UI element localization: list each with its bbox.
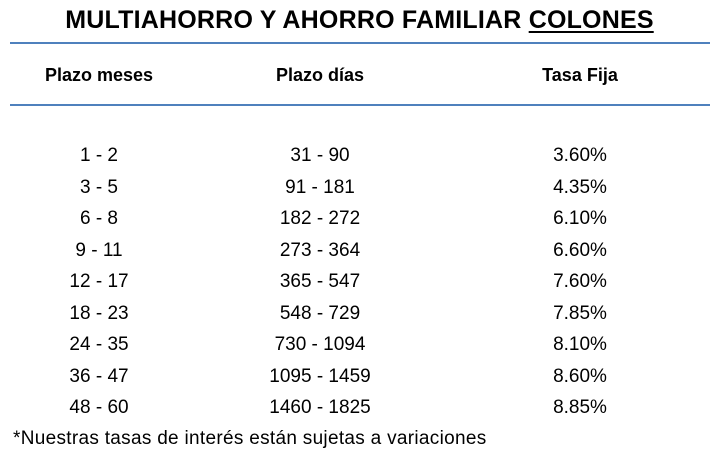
cell-plazo-dias: 182 - 272 <box>279 208 361 229</box>
cell-tasa-fija: 8.10% <box>553 334 607 355</box>
header-plazo-dias: Plazo días <box>275 65 365 85</box>
cell-tasa-fija: 6.60% <box>553 239 607 261</box>
cell-plazo-dias: 273 - 364 <box>279 239 361 261</box>
cell-plazo-dias: 365 - 547 <box>279 271 361 292</box>
cell-tasa-fija: 7.60% <box>553 271 607 292</box>
table-row: 3 - 5 91 - 181 4.35% <box>0 176 719 208</box>
cell-plazo-meses: 3 - 5 <box>79 176 119 198</box>
table-row: 48 - 60 1460 - 1825 8.85% <box>0 396 719 428</box>
cell-plazo-dias: 91 - 181 <box>285 176 355 198</box>
cell-plazo-dias: 1460 - 1825 <box>269 397 371 418</box>
cell-plazo-dias: 1095 - 1459 <box>269 365 371 387</box>
cell-plazo-dias: 31 - 90 <box>290 145 350 166</box>
page-title: MULTIAHORRO Y AHORRO FAMILIAR COLONES <box>0 6 719 35</box>
header-divider <box>10 104 710 106</box>
table-row: 36 - 47 1095 - 1459 8.60% <box>0 365 719 397</box>
cell-tasa-fija: 8.60% <box>553 365 607 387</box>
cell-plazo-dias: 730 - 1094 <box>274 334 366 355</box>
cell-tasa-fija: 4.35% <box>553 176 607 198</box>
top-divider <box>10 42 710 44</box>
title-currency: COLONES <box>528 6 654 34</box>
cell-tasa-fija: 7.85% <box>553 302 607 324</box>
cell-plazo-meses: 48 - 60 <box>69 397 129 418</box>
cell-tasa-fija: 6.10% <box>553 208 607 229</box>
cell-tasa-fija: 8.85% <box>553 397 607 418</box>
cell-plazo-meses: 24 - 35 <box>69 334 129 355</box>
cell-plazo-meses: 36 - 47 <box>69 365 129 387</box>
header-tasa-fija: Tasa Fija <box>542 65 618 85</box>
cell-plazo-meses: 9 - 11 <box>75 239 123 261</box>
rates-disclaimer: *Nuestras tasas de interés están sujetas… <box>13 428 487 449</box>
cell-plazo-meses: 6 - 8 <box>79 208 119 229</box>
cell-plazo-meses: 12 - 17 <box>69 271 129 292</box>
table-row: 1 - 2 31 - 90 3.60% <box>0 144 719 176</box>
header-plazo-meses: Plazo meses <box>44 65 154 85</box>
cell-plazo-meses: 1 - 2 <box>79 145 119 166</box>
title-main: MULTIAHORRO Y AHORRO FAMILIAR <box>65 6 522 34</box>
table-row: 9 - 11 273 - 364 6.60% <box>0 239 719 271</box>
rates-table-body: 1 - 2 31 - 90 3.60% 3 - 5 91 - 181 4.35%… <box>0 144 719 428</box>
table-header: Plazo meses Plazo días Tasa Fija <box>0 65 719 89</box>
cell-plazo-dias: 548 - 729 <box>279 302 361 324</box>
table-row: 18 - 23 548 - 729 7.85% <box>0 302 719 334</box>
cell-plazo-meses: 18 - 23 <box>69 302 129 324</box>
table-row: 24 - 35 730 - 1094 8.10% <box>0 333 719 365</box>
table-row: 12 - 17 365 - 547 7.60% <box>0 270 719 302</box>
cell-tasa-fija: 3.60% <box>553 145 607 166</box>
table-row: 6 - 8 182 - 272 6.10% <box>0 207 719 239</box>
